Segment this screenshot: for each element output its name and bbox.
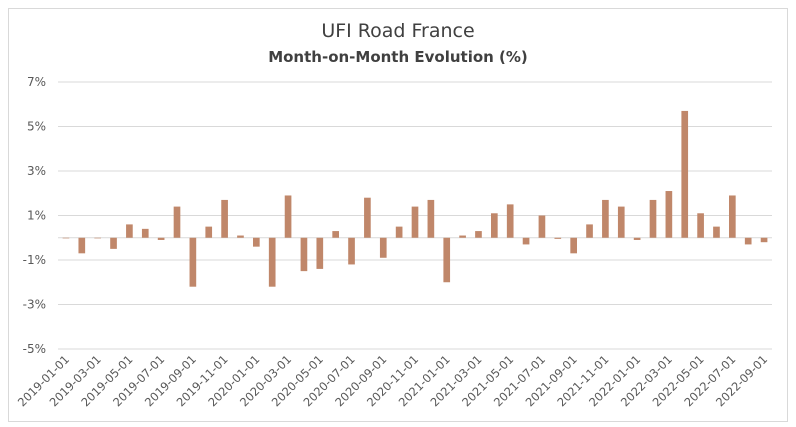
bar xyxy=(506,204,514,238)
bar xyxy=(411,206,419,238)
bar xyxy=(189,237,197,287)
bar xyxy=(110,237,117,249)
bar xyxy=(649,199,657,238)
chart-subtitle: Month-on-Month Evolution (%) xyxy=(268,48,528,66)
bar xyxy=(665,191,673,238)
bar xyxy=(379,237,387,258)
y-tick-label: -5% xyxy=(23,342,46,356)
bar xyxy=(744,237,752,245)
bar xyxy=(554,237,562,239)
bar xyxy=(173,206,181,238)
bar xyxy=(602,199,609,238)
bar xyxy=(268,237,276,287)
bar xyxy=(364,197,371,238)
y-tick-label: -3% xyxy=(23,298,46,312)
bar xyxy=(586,224,593,238)
chart-title: UFI Road France xyxy=(321,20,475,42)
bar xyxy=(205,226,213,238)
bar xyxy=(395,226,403,238)
bar xyxy=(570,237,577,254)
bar xyxy=(94,237,101,239)
bar xyxy=(443,237,451,283)
bar xyxy=(78,237,86,254)
x-axis-ticks: 2019-01-012019-03-012019-05-012019-07-01… xyxy=(15,352,770,409)
bar xyxy=(713,226,720,238)
y-tick-label: -1% xyxy=(23,253,46,267)
bar xyxy=(538,215,546,238)
bar xyxy=(427,199,435,238)
bar xyxy=(332,231,339,238)
bar xyxy=(681,110,689,238)
bar xyxy=(157,237,165,240)
bar xyxy=(237,235,244,238)
bar xyxy=(729,195,736,238)
bar xyxy=(221,199,228,238)
bar xyxy=(300,237,308,272)
y-tick-label: 7% xyxy=(27,75,46,89)
bar xyxy=(475,231,482,238)
y-tick-label: 5% xyxy=(27,120,46,134)
bar xyxy=(141,228,149,238)
y-tick-label: 1% xyxy=(27,209,46,223)
y-tick-label: 3% xyxy=(27,164,46,178)
bars xyxy=(62,110,768,287)
bar xyxy=(348,237,355,265)
bar xyxy=(522,237,530,245)
bar xyxy=(617,206,625,238)
bar xyxy=(62,237,70,239)
bar xyxy=(253,237,260,247)
bar xyxy=(316,237,324,269)
bar xyxy=(697,213,704,238)
bar xyxy=(284,195,292,238)
bar xyxy=(126,224,133,238)
bar xyxy=(459,235,466,238)
bar xyxy=(633,237,641,240)
bar xyxy=(491,213,498,238)
bar xyxy=(760,237,768,243)
y-axis-ticks: 7% 5% 3% 1% -1% -3% -5% xyxy=(23,75,46,356)
